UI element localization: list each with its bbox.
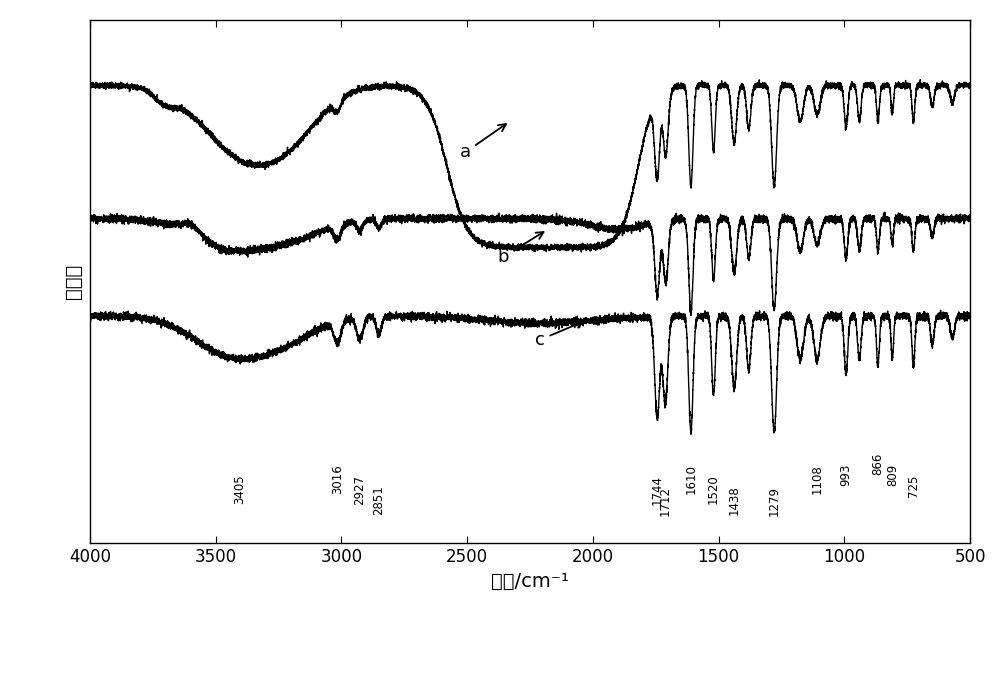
Text: 1610: 1610: [684, 464, 697, 494]
Text: c: c: [535, 321, 583, 349]
Text: 1744: 1744: [651, 475, 664, 504]
Text: 1438: 1438: [728, 485, 741, 515]
Text: b: b: [497, 232, 544, 266]
Text: 866: 866: [871, 453, 884, 475]
Y-axis label: 透过率: 透过率: [64, 264, 83, 299]
Text: 1279: 1279: [768, 485, 781, 515]
Text: 2851: 2851: [372, 485, 385, 515]
Text: 3016: 3016: [331, 464, 344, 494]
Text: 993: 993: [840, 464, 853, 486]
Text: a: a: [460, 124, 506, 162]
Text: 725: 725: [907, 475, 920, 497]
Text: 2927: 2927: [353, 475, 366, 504]
Text: 1520: 1520: [707, 475, 720, 504]
Text: 3405: 3405: [233, 475, 246, 504]
Text: 1712: 1712: [659, 485, 672, 515]
Text: 1108: 1108: [811, 464, 824, 494]
Text: 809: 809: [886, 464, 899, 486]
X-axis label: 波数/cm⁻¹: 波数/cm⁻¹: [491, 572, 569, 591]
